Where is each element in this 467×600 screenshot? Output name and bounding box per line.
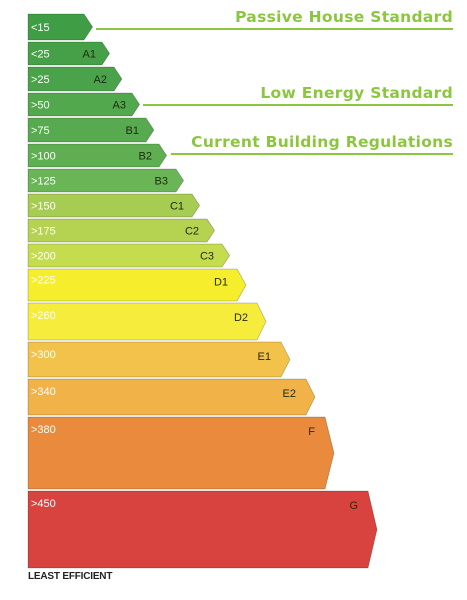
band-value-label: >450 xyxy=(31,498,56,510)
rating-band-c2 xyxy=(27,218,216,243)
band-value-label: <15 xyxy=(31,22,50,34)
rating-band-b1 xyxy=(27,117,155,143)
rating-band-f xyxy=(27,416,335,490)
rating-band-e2 xyxy=(27,378,316,416)
band-grade-label: B3 xyxy=(155,176,168,188)
band-grade-label: D2 xyxy=(234,312,248,324)
rating-band-c1 xyxy=(27,193,201,218)
band-value-label: >150 xyxy=(31,201,56,213)
band-value-label: >50 xyxy=(31,100,50,112)
rating-band-b3 xyxy=(27,168,185,193)
rating-band-c3 xyxy=(27,243,231,268)
band-grade-label: A3 xyxy=(113,100,126,112)
band-value-label: >340 xyxy=(31,386,56,398)
band-value-label: >260 xyxy=(31,310,56,322)
passive-house-standard-label: Passive House Standard xyxy=(235,8,453,26)
rating-band-d1 xyxy=(27,268,247,302)
band-grade-label: C1 xyxy=(170,201,184,213)
band-grade-label: B2 xyxy=(139,151,152,163)
band-grade-label: A2 xyxy=(94,74,107,86)
band-grade-label: G xyxy=(349,500,358,512)
rating-band-g xyxy=(27,490,378,569)
band-value-label: >300 xyxy=(31,349,56,361)
band-value-label: >380 xyxy=(31,424,56,436)
rating-band-e1 xyxy=(27,341,291,378)
least-efficient-label: LEAST EFFICIENT xyxy=(28,571,113,582)
rating-band-top xyxy=(27,13,94,41)
band-grade-label: E2 xyxy=(283,388,296,400)
band-value-label: >25 xyxy=(31,74,50,86)
band-value-label: <25 xyxy=(31,49,50,61)
current-building-regulations-label: Current Building Regulations xyxy=(191,133,453,151)
band-value-label: >125 xyxy=(31,176,56,188)
band-value-label: >200 xyxy=(31,251,56,263)
rating-band-b2 xyxy=(27,143,168,168)
rating-band-a1 xyxy=(27,41,111,66)
rating-band-d2 xyxy=(27,302,267,341)
band-value-label: >75 xyxy=(31,125,50,137)
rating-band-a2 xyxy=(27,66,123,92)
band-grade-label: F xyxy=(308,426,315,438)
band-grade-label: C3 xyxy=(200,251,214,263)
low-energy-standard-label: Low Energy Standard xyxy=(260,84,453,102)
band-grade-label: C2 xyxy=(185,226,199,238)
rating-band-a3 xyxy=(27,92,141,117)
band-grade-label: B1 xyxy=(126,125,139,137)
current-building-regulations-line xyxy=(171,153,453,155)
band-value-label: >100 xyxy=(31,151,56,163)
band-grade-label: E1 xyxy=(258,351,271,363)
band-grade-label: A1 xyxy=(83,49,96,61)
low-energy-standard-line xyxy=(143,104,453,106)
band-value-label: >225 xyxy=(31,274,56,286)
band-value-label: >175 xyxy=(31,226,56,238)
band-grade-label: D1 xyxy=(214,276,228,288)
passive-house-standard-line xyxy=(96,28,453,30)
